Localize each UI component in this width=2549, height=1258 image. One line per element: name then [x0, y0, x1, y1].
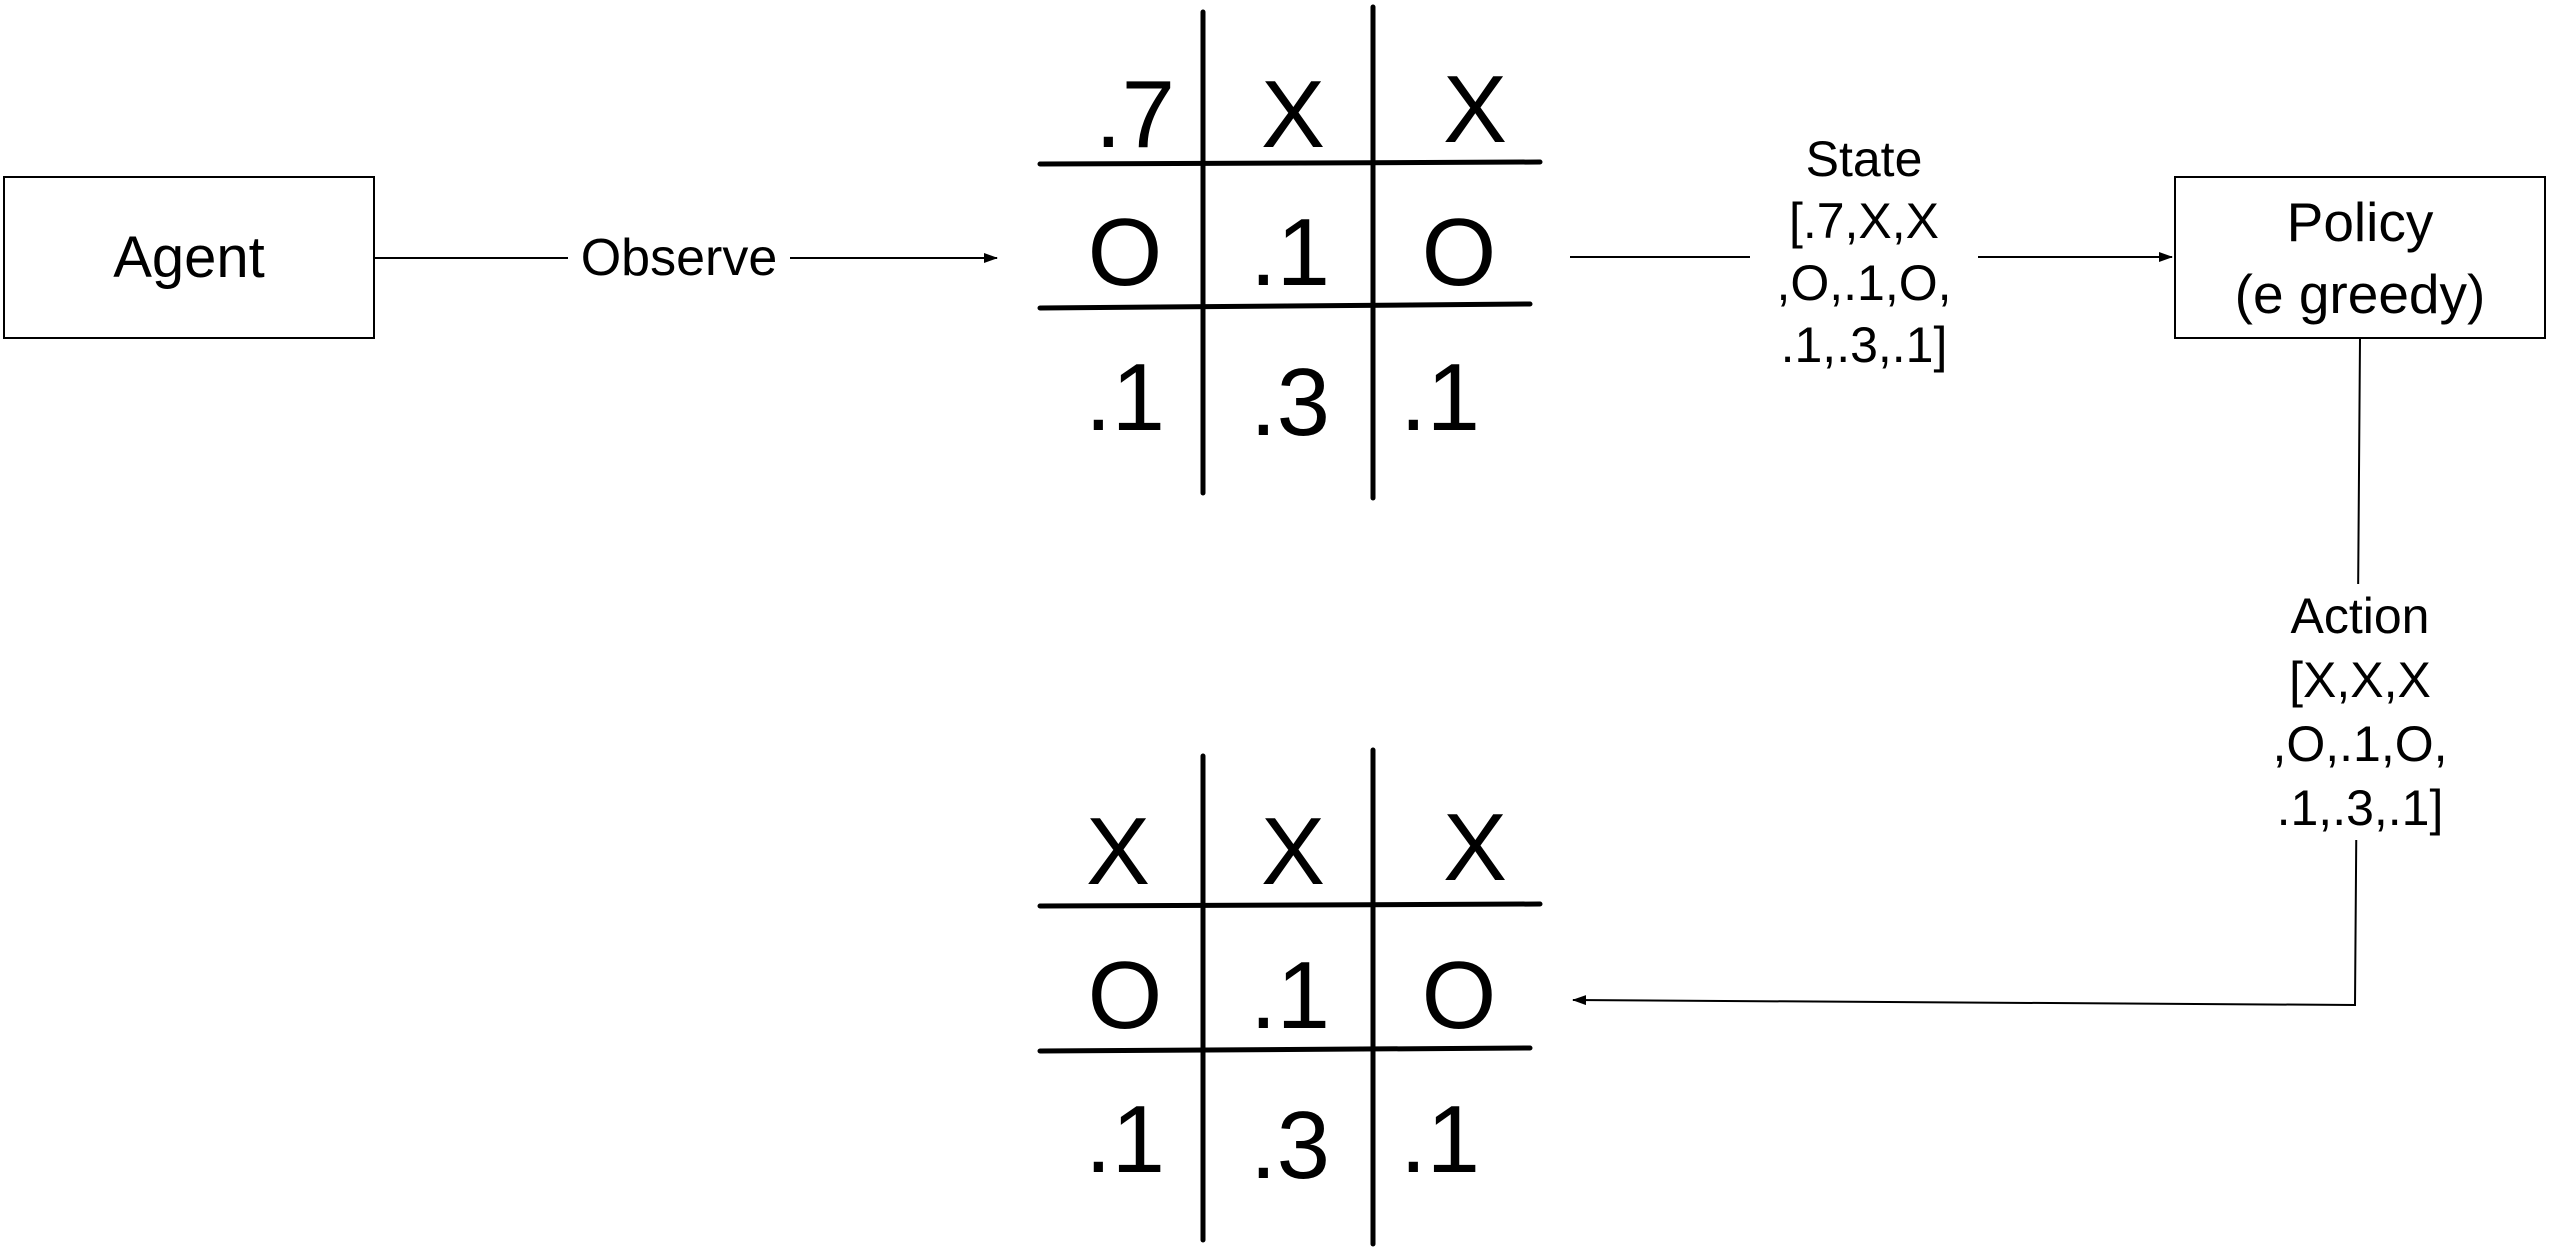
board-cell: X [1085, 798, 1151, 905]
board-cell: X [1260, 61, 1326, 168]
policy-label: Policy [2286, 190, 2434, 253]
board-cell: .3 [1249, 1092, 1331, 1199]
board-cell: O [1087, 942, 1163, 1049]
agent-node: Agent [3, 176, 375, 339]
board-cell: .1 [1249, 942, 1331, 1049]
state-vector-line: ,O,.1,O, [1776, 255, 1952, 311]
board-current-grid [1037, 4, 1543, 501]
action-title: Action [2290, 588, 2430, 644]
board-cell: .1 [1084, 1086, 1166, 1193]
observe-label: Observe [568, 226, 790, 290]
policy-sublabel: (e greedy) [2234, 262, 2486, 325]
board-cell: X [1442, 56, 1508, 163]
state-vector-line: [.7,X,X [1788, 193, 1940, 249]
state-vector-line: .1,.3,.1] [1780, 317, 1948, 373]
board-cell: X [1442, 794, 1508, 901]
state-title: State [1805, 131, 1923, 187]
board-cell: O [1421, 199, 1497, 306]
board-cell: X [1260, 798, 1326, 905]
board-next-grid [1037, 747, 1543, 1247]
board-cell: .7 [1094, 61, 1176, 168]
board-cell: .1 [1249, 199, 1331, 306]
action-vector-line: .1,.3,.1] [2276, 780, 2444, 836]
policy-node: Policy (e greedy) [2174, 176, 2546, 339]
board-cell: .1 [1399, 1086, 1481, 1193]
board-cell: O [1421, 942, 1497, 1049]
board-cell: .1 [1084, 344, 1166, 451]
board-cell: O [1087, 199, 1163, 306]
board-cell: .3 [1249, 349, 1331, 456]
agent-label: Agent [113, 225, 265, 290]
action-vector-line: [X,X,X [2289, 652, 2431, 708]
action-vector-line: ,O,.1,O, [2272, 716, 2448, 772]
board-cell: .1 [1399, 344, 1481, 451]
action-arrow [1572, 338, 2361, 1007]
state-label: State [.7,X,X ,O,.1,O, .1,.3,.1] [1750, 128, 1978, 376]
action-label: Action [X,X,X ,O,.1,O, .1,.3,.1] [2240, 584, 2480, 840]
